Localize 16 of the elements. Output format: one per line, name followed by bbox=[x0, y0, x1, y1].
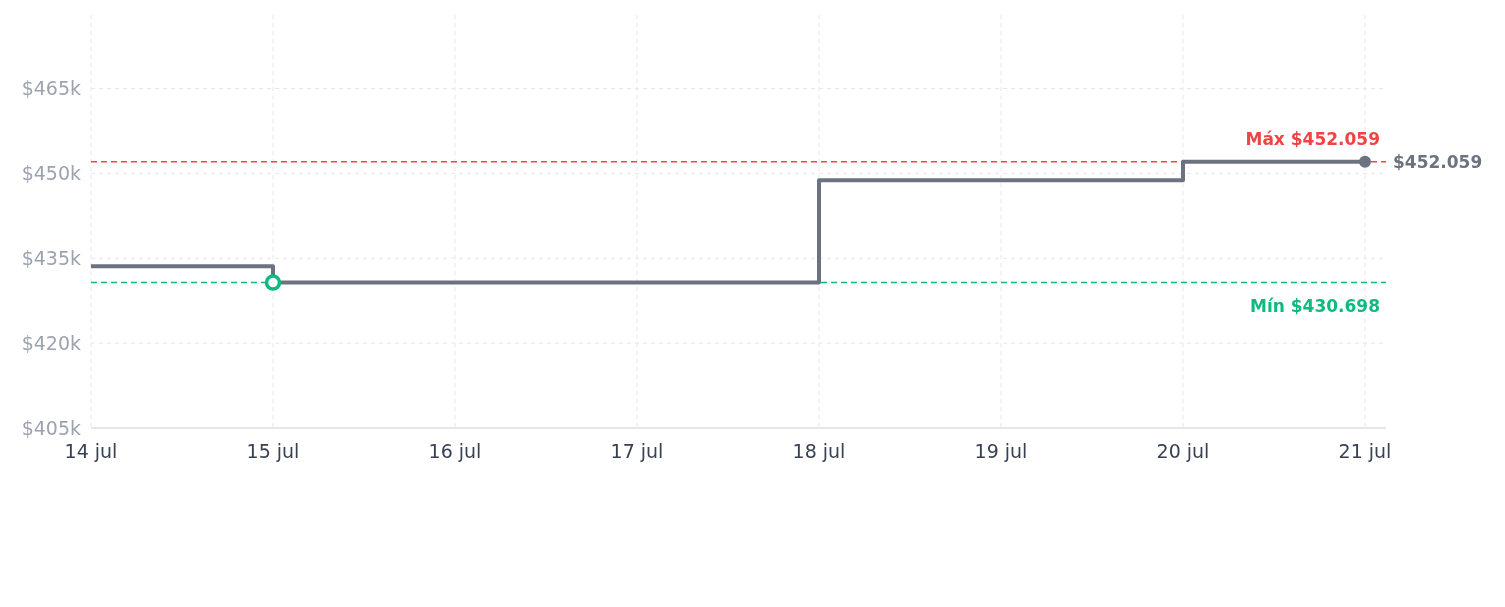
y-tick-label: $465k bbox=[21, 77, 81, 100]
x-tick-label: 17 jul bbox=[610, 440, 664, 462]
ref-line-label: Máx $452.059 bbox=[1245, 128, 1380, 149]
x-tick-label: 16 jul bbox=[428, 440, 482, 462]
x-tick-label: 15 jul bbox=[246, 440, 300, 462]
ref-line-label: Mín $430.698 bbox=[1249, 295, 1380, 316]
y-tick-label: $435k bbox=[21, 246, 81, 269]
y-tick-label: $450k bbox=[21, 162, 81, 185]
y-tick-label: $405k bbox=[21, 416, 81, 439]
x-tick-label: 21 jul bbox=[1338, 440, 1392, 462]
x-tick-label: 20 jul bbox=[1156, 440, 1210, 462]
x-tick-label: 14 jul bbox=[64, 440, 118, 462]
x-tick-label: 18 jul bbox=[792, 440, 846, 462]
x-tick-label: 19 jul bbox=[974, 440, 1028, 462]
y-tick-label: $420k bbox=[21, 331, 81, 354]
annotation: $452.059 bbox=[1393, 151, 1483, 172]
